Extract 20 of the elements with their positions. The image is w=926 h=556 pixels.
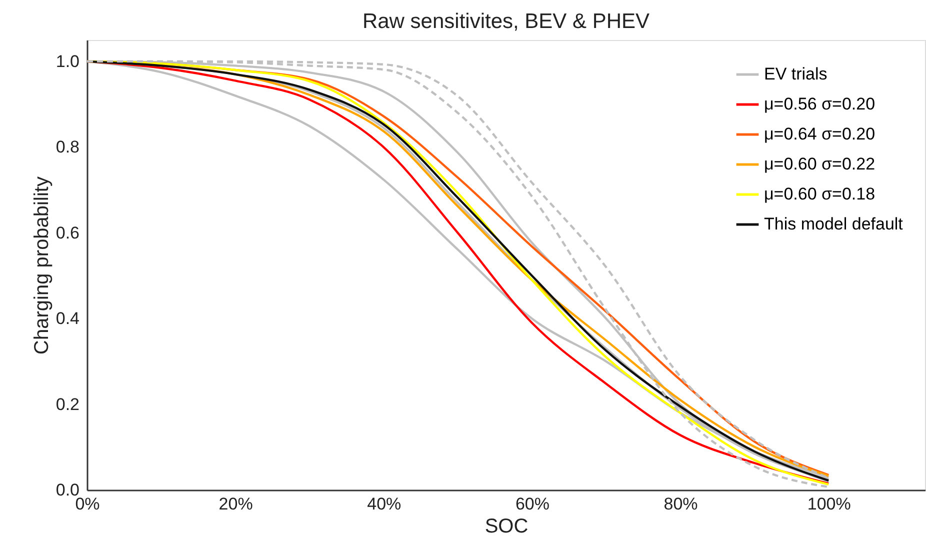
x-tick-label: 40% [367,494,402,514]
x-tick-label: 60% [515,494,550,514]
legend-label: EV trials [764,64,828,84]
x-tick-label: 80% [664,494,698,514]
y-tick-label: 0.6 [56,223,80,242]
y-tick-label: 0.8 [56,138,80,157]
y-tick-label: 0.4 [56,309,80,328]
y-axis-title: Charging probability [30,176,53,354]
legend-label: μ=0.56 σ=0.20 [764,94,876,114]
x-tick-label: 100% [807,494,851,514]
legend-label: This model default [764,214,904,234]
legend-label: μ=0.64 σ=0.20 [764,124,876,144]
legend-label: μ=0.60 σ=0.22 [764,154,876,174]
chart-title: Raw sensitivites, BEV & PHEV [362,10,650,33]
legend-label: μ=0.60 σ=0.18 [764,184,876,204]
y-tick-label: 0.2 [56,394,80,414]
x-tick-label: 0% [75,494,100,514]
x-tick-label: 20% [218,494,253,514]
x-axis-title: SOC [484,516,528,538]
y-tick-label: 1.0 [56,52,80,71]
